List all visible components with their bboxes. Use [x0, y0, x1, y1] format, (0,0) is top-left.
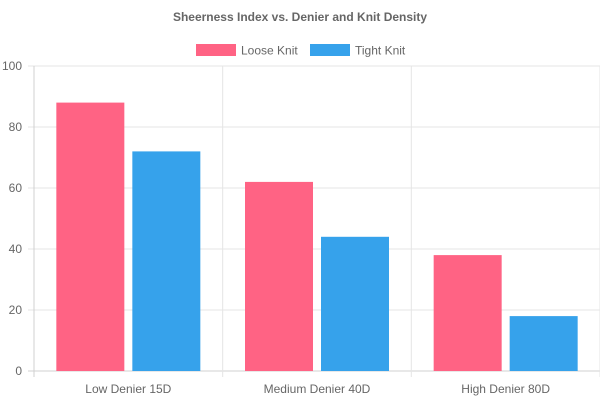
bar-tight-knit-2[interactable]	[509, 316, 578, 371]
legend-item-tight-knit[interactable]: Tight Knit	[310, 44, 406, 58]
y-tick-label: 0	[15, 364, 22, 378]
legend-label-tight-knit: Tight Knit	[355, 44, 406, 58]
legend-swatch-tight-knit	[310, 44, 350, 56]
chart-title: Sheerness Index vs. Denier and Knit Dens…	[173, 10, 427, 24]
bars	[56, 102, 578, 371]
legend: Loose Knit Tight Knit	[196, 44, 406, 58]
x-axis-ticks: Low Denier 15D Medium Denier 40D High Deni…	[85, 382, 550, 396]
bar-loose-knit-2[interactable]	[433, 255, 502, 371]
legend-label-loose-knit: Loose Knit	[241, 44, 298, 58]
x-tick-label: Medium Denier 40D	[264, 382, 371, 396]
bar-loose-knit-0[interactable]	[56, 102, 125, 371]
legend-item-loose-knit[interactable]: Loose Knit	[196, 44, 298, 58]
bar-tight-knit-0[interactable]	[132, 151, 201, 371]
y-axis-ticks: 0 20 40 60 80 100	[2, 59, 22, 378]
y-tick-label: 20	[9, 303, 23, 317]
y-tick-label: 40	[9, 242, 23, 256]
bar-tight-knit-1[interactable]	[321, 236, 389, 371]
y-tick-label: 60	[9, 181, 23, 195]
x-tick-label: High Denier 80D	[461, 382, 550, 396]
y-tick-label: 100	[2, 59, 22, 73]
legend-swatch-loose-knit	[196, 44, 236, 56]
x-tick-label: Low Denier 15D	[85, 382, 171, 396]
y-tick-label: 80	[9, 120, 23, 134]
bar-loose-knit-1[interactable]	[245, 181, 313, 371]
